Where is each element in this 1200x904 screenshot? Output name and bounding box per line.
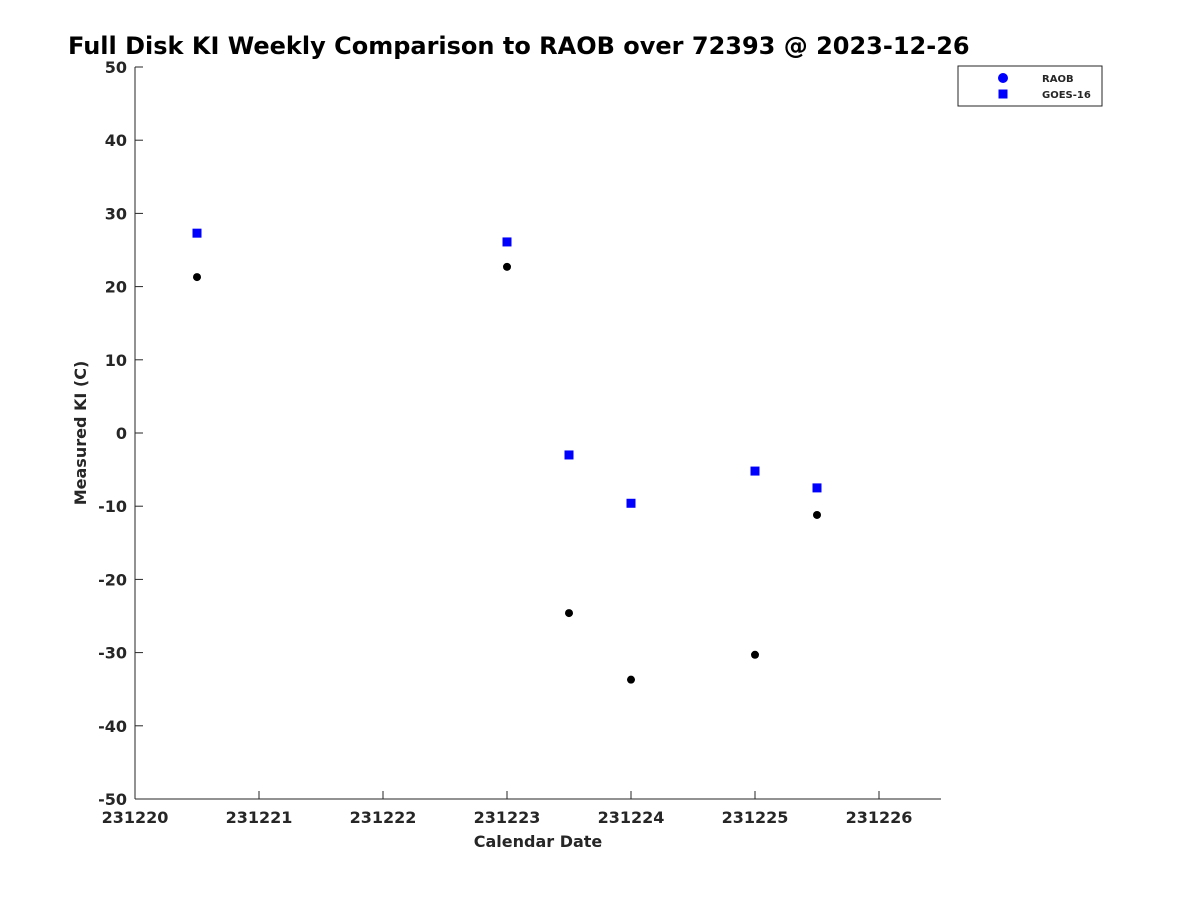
x-tick-label: 231224 <box>598 808 665 827</box>
legend: RAOB GOES-16 <box>957 65 1103 107</box>
y-tick-label: -30 <box>98 644 127 663</box>
y-tick-label: 0 <box>116 424 127 443</box>
x-tick-label: 231221 <box>226 808 293 827</box>
raob-point <box>193 273 201 282</box>
y-tick-label: 50 <box>105 58 127 77</box>
legend-goes-label: GOES-16 <box>1042 90 1091 101</box>
y-tick-label: 10 <box>105 351 127 370</box>
x-tick-label: 231220 <box>102 808 169 827</box>
x-tick-label: 231226 <box>846 808 913 827</box>
x-tick-label: 231225 <box>722 808 789 827</box>
raob-point <box>813 510 821 519</box>
legend-raob-label: RAOB <box>1042 74 1074 85</box>
y-axis-label: Measured KI (C) <box>71 361 90 506</box>
y-tick-label: -40 <box>98 717 127 736</box>
raob-point <box>565 609 573 618</box>
chart-title: Full Disk KI Weekly Comparison to RAOB o… <box>68 32 970 60</box>
goes16-point <box>564 450 574 460</box>
y-tick-label: -50 <box>98 790 127 809</box>
raob-point <box>751 650 759 659</box>
goes16-point <box>812 483 822 493</box>
goes16-point <box>502 237 512 247</box>
goes16-point <box>626 498 636 508</box>
legend-raob-marker <box>998 73 1008 83</box>
x-axis-label: Calendar Date <box>474 832 603 851</box>
y-tick-label: 30 <box>105 204 127 223</box>
goes16-point <box>192 228 202 238</box>
goes16-point <box>750 466 760 476</box>
x-tick-label: 231222 <box>350 808 417 827</box>
y-tick-label: 40 <box>105 131 127 150</box>
x-tick-label: 231223 <box>474 808 541 827</box>
y-tick-label: -10 <box>98 497 127 516</box>
y-tick-label: -20 <box>98 570 127 589</box>
legend-goes-marker <box>998 89 1008 99</box>
raob-point <box>627 675 635 684</box>
raob-point <box>503 262 511 271</box>
y-tick-label: 20 <box>105 278 127 297</box>
